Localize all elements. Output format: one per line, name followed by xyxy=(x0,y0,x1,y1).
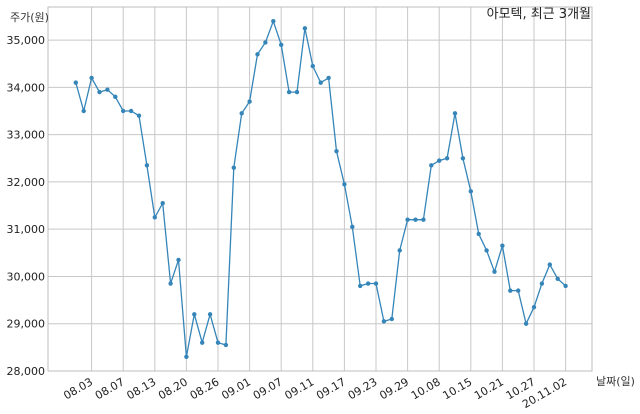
price-point xyxy=(279,42,284,48)
x-tick-label: 09.23 xyxy=(346,375,380,402)
x-tick-label: 09.17 xyxy=(314,375,348,402)
x-tick-label: 08.26 xyxy=(188,375,222,402)
price-point xyxy=(286,89,292,95)
price-point xyxy=(97,89,102,95)
price-point xyxy=(310,63,315,69)
price-point xyxy=(318,80,323,85)
price-point xyxy=(350,224,355,230)
chart-title: 아모텍, 최근 3개월 xyxy=(487,7,591,22)
x-tick-label: 10.21 xyxy=(472,375,506,402)
price-point xyxy=(476,231,481,237)
price-point xyxy=(144,163,150,168)
price-point xyxy=(184,354,189,360)
price-point xyxy=(452,111,458,116)
x-tick-label: 10.08 xyxy=(409,375,443,402)
x-tick-label: 08.20 xyxy=(156,375,190,402)
price-point xyxy=(389,316,394,322)
price-point xyxy=(508,288,513,293)
x-tick-label: 08.07 xyxy=(93,375,127,402)
price-point xyxy=(160,200,165,206)
price-point xyxy=(373,281,379,286)
price-point xyxy=(200,340,205,345)
price-point xyxy=(460,156,466,161)
price-point xyxy=(547,262,552,267)
x-tick-label: 09.07 xyxy=(251,375,285,402)
price-point xyxy=(492,269,497,274)
y-tick-label: 31,000 xyxy=(7,223,46,236)
price-point xyxy=(421,217,426,222)
price-point xyxy=(381,319,387,324)
price-point xyxy=(539,281,545,286)
y-tick-label: 32,000 xyxy=(7,176,46,189)
x-axis-title: 날짜(일) xyxy=(596,374,635,388)
price-point xyxy=(81,108,86,114)
grid-lines xyxy=(48,7,592,372)
price-point xyxy=(294,89,300,95)
y-tick-label: 30,000 xyxy=(7,270,46,283)
price-point xyxy=(358,283,363,289)
price-point xyxy=(113,94,118,100)
y-tick-label: 28,000 xyxy=(7,365,46,378)
price-point xyxy=(105,87,110,92)
price-point xyxy=(128,108,134,114)
price-point xyxy=(89,75,94,81)
price-point xyxy=(247,99,252,104)
price-point xyxy=(302,26,308,31)
x-axis-ticks: 08.0308.0708.1308.2008.2609.0109.0709.11… xyxy=(61,375,569,411)
price-point xyxy=(73,80,79,85)
y-tick-label: 33,000 xyxy=(7,129,46,142)
x-tick-label: 09.11 xyxy=(283,375,317,402)
price-point xyxy=(429,163,434,168)
price-point xyxy=(468,189,473,194)
price-line xyxy=(75,19,567,357)
price-point xyxy=(207,312,213,317)
price-point xyxy=(563,283,568,289)
price-point xyxy=(152,215,157,220)
price-point xyxy=(342,182,347,187)
x-tick-label: 09.01 xyxy=(219,375,253,402)
y-tick-label: 34,000 xyxy=(7,81,46,94)
price-point xyxy=(484,248,489,253)
price-point xyxy=(397,248,402,253)
price-point xyxy=(500,243,505,248)
y-tick-label: 29,000 xyxy=(7,318,46,331)
price-point xyxy=(215,340,221,345)
y-axis-title: 주가(원) xyxy=(10,11,49,24)
price-point xyxy=(192,312,197,317)
price-point xyxy=(136,113,142,118)
price-point xyxy=(413,217,418,222)
price-point xyxy=(223,342,229,348)
price-point xyxy=(365,281,371,286)
price-point xyxy=(231,165,236,170)
price-point xyxy=(168,281,173,286)
x-tick-label: 09.29 xyxy=(377,375,411,402)
y-tick-label: 35,000 xyxy=(7,34,46,47)
price-point xyxy=(255,52,260,57)
price-point xyxy=(531,304,537,310)
price-point xyxy=(271,18,276,24)
price-series xyxy=(73,18,568,360)
x-tick-label: 08.13 xyxy=(125,375,159,402)
plot-frame xyxy=(47,6,593,372)
y-axis-ticks: 28,000 29,000 30,000 31,000 32,000 33,000 34,0… xyxy=(7,34,46,378)
price-point xyxy=(326,75,331,81)
price-point xyxy=(239,111,244,116)
price-point xyxy=(405,217,410,222)
price-point xyxy=(523,321,529,326)
price-point xyxy=(176,257,181,263)
price-point xyxy=(263,40,268,45)
price-point xyxy=(437,158,442,163)
price-point xyxy=(444,156,450,161)
price-point xyxy=(516,288,521,293)
x-tick-label: 08.03 xyxy=(61,375,95,402)
price-point xyxy=(334,148,339,154)
price-point xyxy=(555,276,560,282)
x-tick-label: 10.15 xyxy=(441,375,475,402)
price-point xyxy=(121,108,126,114)
